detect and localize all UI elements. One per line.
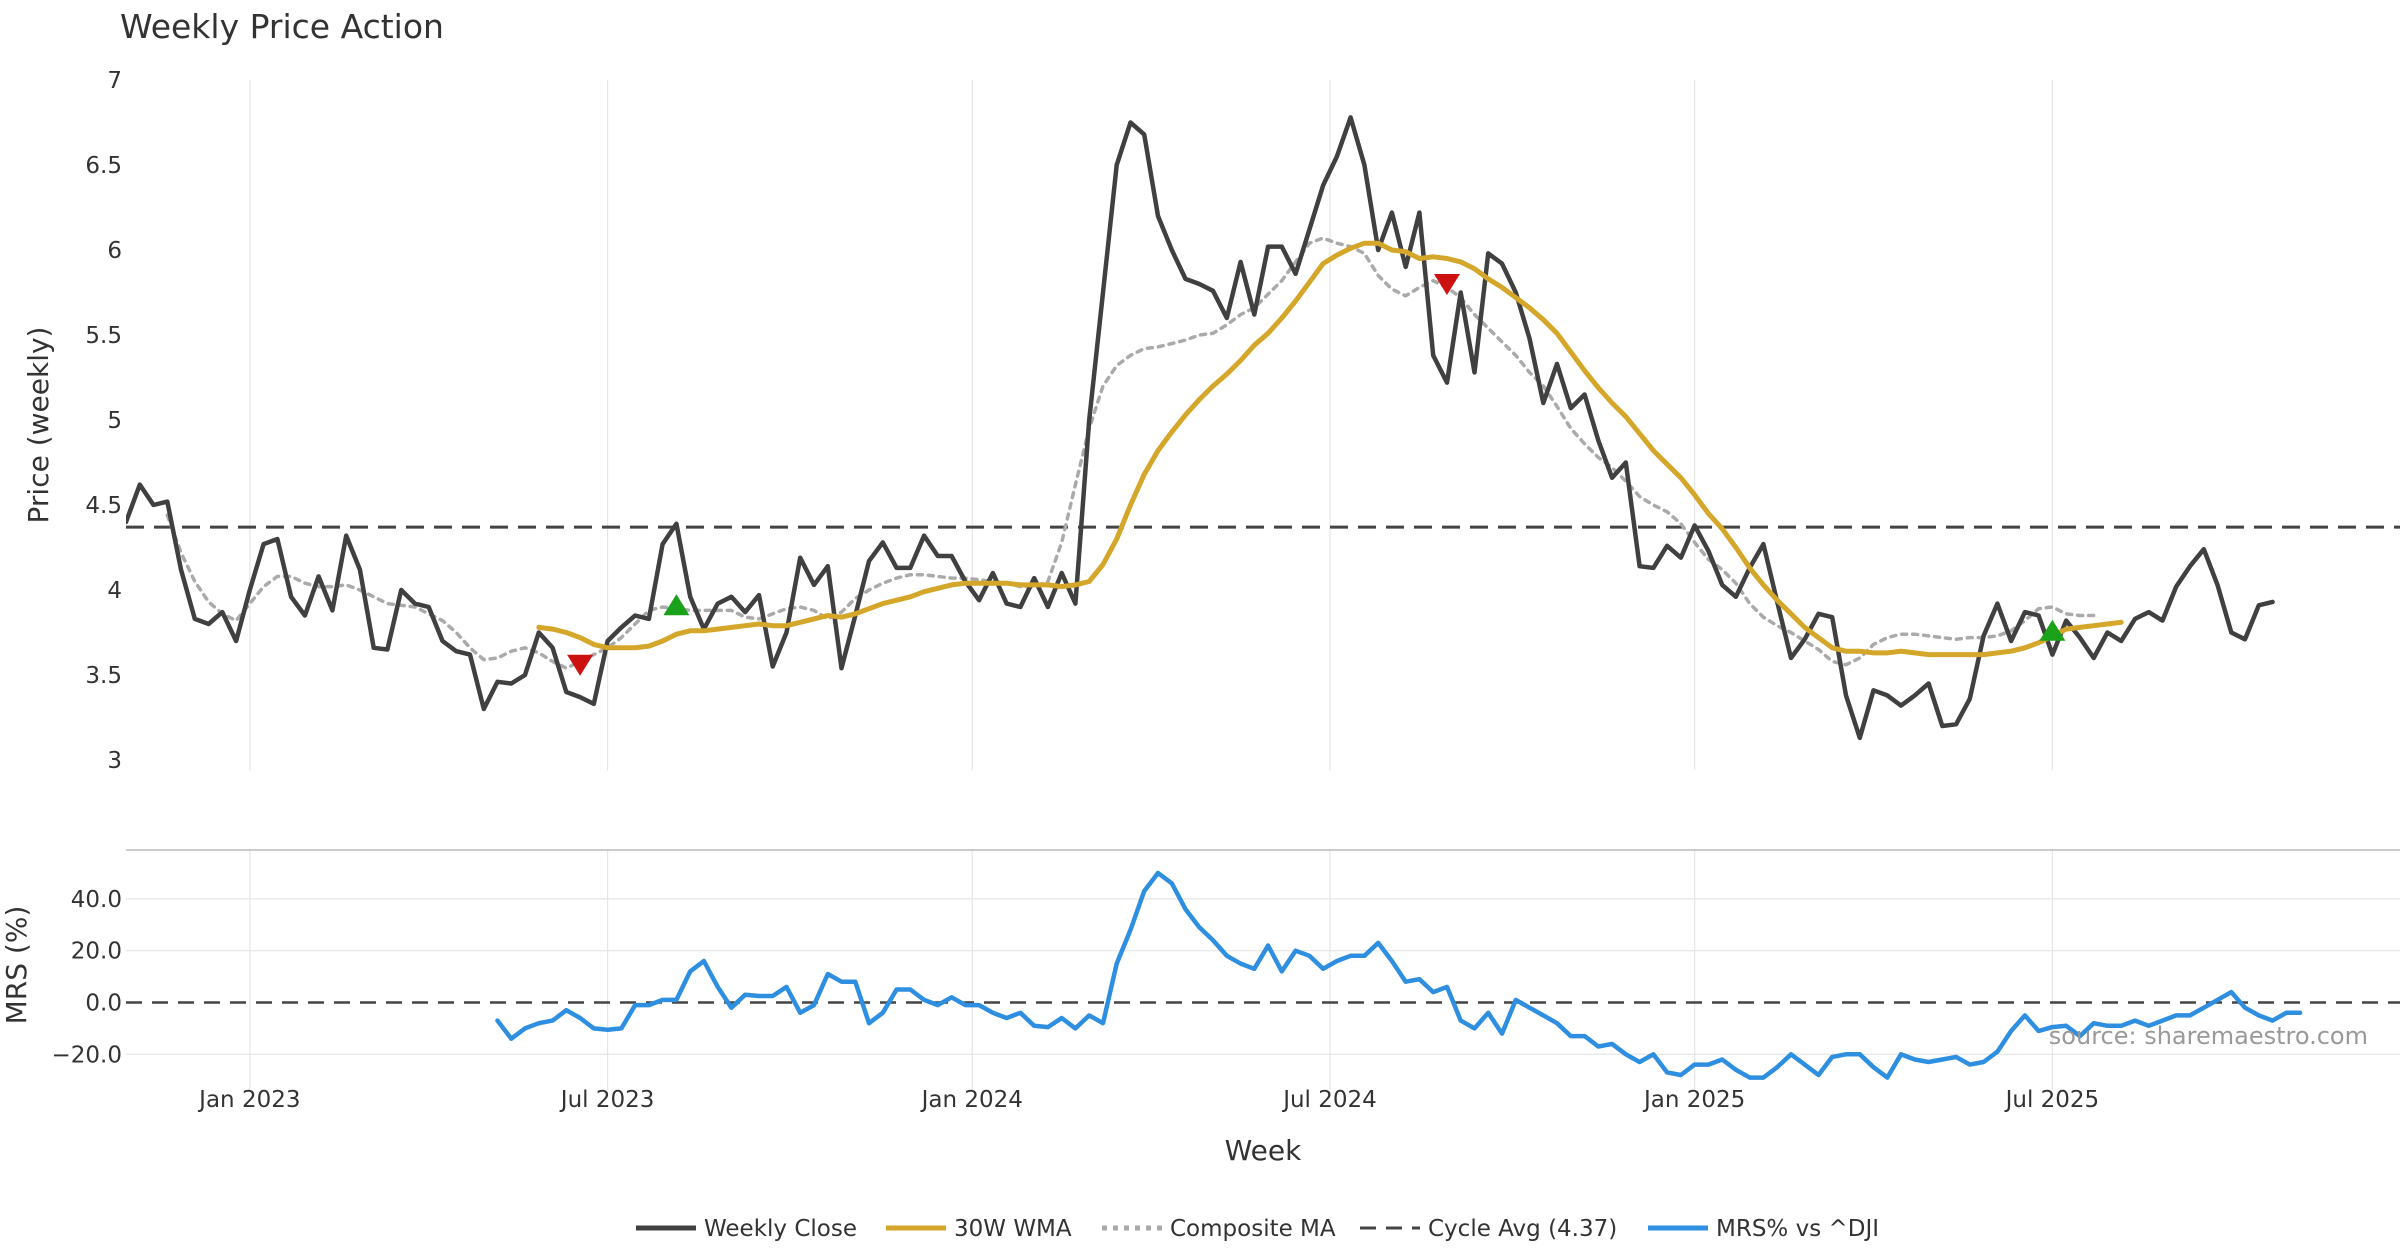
price-y-tick-label: 7 [107, 68, 122, 94]
mrs-y-tick-label: 20.0 [71, 939, 122, 965]
legend-label-mrs: MRS% vs ^DJI [1716, 1216, 1879, 1242]
buy-signal-marker [2039, 619, 2066, 641]
wma-line [536, 240, 2124, 658]
legend-label-cycle: Cycle Avg (4.37) [1428, 1216, 1617, 1242]
price-y-tick-label: 6 [107, 238, 122, 264]
mrs-panel [126, 870, 2400, 1080]
sell-signal-marker [567, 654, 594, 676]
legend: Weekly Close 30W WMA Composite MA Cycle Avg… [636, 1216, 1879, 1242]
legend-label-composite: Composite MA [1170, 1216, 1336, 1242]
mrs-y-tick-label: 40.0 [71, 887, 122, 913]
price-y-tick-label: 4.5 [85, 493, 122, 519]
mrs-y-tick-label: −20.0 [52, 1042, 122, 1068]
mrs-line [495, 870, 2303, 1080]
x-tick-label: Jan 2023 [197, 1087, 300, 1113]
x-tick-label: Jul 2024 [1281, 1087, 1377, 1113]
price-y-axis-label: Price (weekly) [22, 327, 55, 524]
legend-label-close: Weekly Close [704, 1216, 857, 1242]
grid [126, 80, 2400, 1090]
signals [567, 274, 2066, 676]
source-credit: source: sharemaestro.com [2049, 1022, 2368, 1050]
price-y-tick-label: 4 [107, 578, 122, 604]
price-panel [126, 115, 2400, 741]
axes: Jan 2023 Jul 2023 Jan 2024 Jul 2024 Jan 2025… [52, 68, 2400, 1113]
price-y-tick-label: 3 [107, 748, 122, 774]
x-tick-label: Jul 2025 [2004, 1087, 2100, 1113]
sell-signal-marker [1433, 274, 1460, 295]
x-tick-label: Jul 2023 [559, 1087, 655, 1113]
x-tick-label: Jan 2024 [920, 1087, 1023, 1113]
buy-signal-marker [663, 594, 690, 616]
price-y-tick-label: 5 [107, 408, 122, 434]
weekly-close-line [126, 115, 2275, 741]
legend-label-wma: 30W WMA [954, 1216, 1072, 1242]
price-y-tick-label: 6.5 [85, 153, 122, 179]
x-axis-label: Week [1225, 1134, 1302, 1167]
composite-ma-line [165, 236, 2096, 670]
chart-title: Weekly Price Action [120, 7, 444, 46]
mrs-y-tick-label: 0.0 [85, 990, 122, 1016]
price-y-tick-label: 3.5 [85, 663, 122, 689]
mrs-y-axis-label: MRS (%) [0, 906, 33, 1025]
x-tick-label: Jan 2025 [1642, 1087, 1745, 1113]
price-y-tick-label: 5.5 [85, 323, 122, 349]
